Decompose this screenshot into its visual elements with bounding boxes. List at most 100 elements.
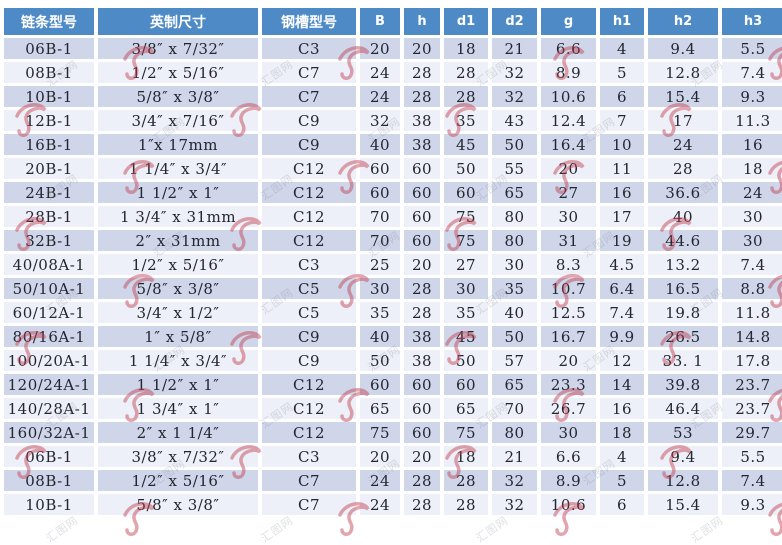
cell: 20 (360, 446, 400, 467)
column-header-5: h (404, 8, 440, 35)
cell: 19.8 (648, 302, 718, 323)
cell: 50/10A-1 (4, 278, 94, 299)
cell: 16.4 (541, 134, 596, 155)
cell: 12.8 (648, 470, 718, 491)
cell: 12.5 (541, 302, 596, 323)
cell: 20 (360, 38, 400, 59)
cell: 40 (360, 326, 400, 347)
table-row: 100/20A-1 1 1/4″ x 3/4″ C9 50 38 50 57 20 12 33. … (4, 350, 782, 371)
cell: 24 (360, 86, 400, 107)
cell: 80 (492, 422, 537, 443)
cell: 44.6 (648, 230, 718, 251)
cell: 46.4 (648, 398, 718, 419)
cell: 7.4 (722, 62, 782, 83)
table-row: 10B-1 5/8″ x 3/8″ C7 24 28 28 32 10.6 6 15.4 9.3 (4, 494, 782, 515)
cell: 1 3/4″ x 1″ (98, 398, 258, 419)
cell: 21 (492, 38, 537, 59)
cell: 5.5 (722, 446, 782, 467)
cell: 28 (404, 278, 440, 299)
cell: 40 (492, 302, 537, 323)
table-row: 06B-1 3/8″ x 7/32″ C3 20 20 18 21 6.6 4 9.4 5.5 (4, 38, 782, 59)
cell: 7.4 (600, 302, 644, 323)
column-header-1: 链条型号 (4, 8, 94, 35)
cell: 35 (360, 302, 400, 323)
cell: 17.8 (722, 350, 782, 371)
cell: 80/16A-1 (4, 326, 94, 347)
table-row: 120/24A-1 1 1/2″ x 1″ C12 60 60 60 65 23.3 14 39.… (4, 374, 782, 395)
cell: 6 (600, 494, 644, 515)
cell: 60 (404, 158, 440, 179)
cell: 28 (444, 86, 488, 107)
cell: 24 (360, 470, 400, 491)
cell: C12 (262, 158, 356, 179)
cell: 33. 1 (648, 350, 718, 371)
cell: 32 (492, 470, 537, 491)
cell: 4 (600, 446, 644, 467)
cell: 12.8 (648, 62, 718, 83)
cell: 1/2″ x 5/16″ (98, 254, 258, 275)
cell: 5/8″ x 3/8″ (98, 86, 258, 107)
cell: 32 (492, 86, 537, 107)
table-row: 80/16A-1 1″ x 5/8″ C9 40 38 45 50 16.7 9.9 26.5 14… (4, 326, 782, 347)
column-header-2: 英制尺寸 (98, 8, 258, 35)
cell: 32 (492, 494, 537, 515)
cell: 8.9 (541, 62, 596, 83)
cell: 60 (360, 374, 400, 395)
cell: 6.6 (541, 38, 596, 59)
cell: 12.4 (541, 110, 596, 131)
cell: 1 1/4″ x 3/4″ (98, 158, 258, 179)
cell: 20 (541, 158, 596, 179)
cell: 9.4 (648, 38, 718, 59)
cell: 4.5 (600, 254, 644, 275)
cell: 60 (404, 206, 440, 227)
cell: 28 (444, 494, 488, 515)
cell: 5/8″ x 3/8″ (98, 494, 258, 515)
cell: 7 (600, 110, 644, 131)
cell: 6.4 (600, 278, 644, 299)
cell: 6.6 (541, 446, 596, 467)
cell: 60 (360, 182, 400, 203)
cell: 8.3 (541, 254, 596, 275)
cell: 06B-1 (4, 38, 94, 59)
cell: 30 (360, 278, 400, 299)
cell: 38 (404, 326, 440, 347)
cell: 18 (600, 422, 644, 443)
cell: C12 (262, 422, 356, 443)
cell: 38 (404, 350, 440, 371)
table-row: 20B-1 1 1/4″ x 3/4″ C12 60 60 50 55 20 11 28 18 (4, 158, 782, 179)
cell: 16.5 (648, 278, 718, 299)
cell: 19 (600, 230, 644, 251)
cell: 26.5 (648, 326, 718, 347)
cell: 38 (404, 134, 440, 155)
cell: 23.3 (541, 374, 596, 395)
cell: 16 (600, 398, 644, 419)
cell: 4 (600, 38, 644, 59)
cell: C9 (262, 326, 356, 347)
cell: 65 (492, 374, 537, 395)
cell: 8.9 (541, 470, 596, 491)
cell: 27 (541, 182, 596, 203)
cell: 45 (444, 134, 488, 155)
cell: 23.7 (722, 398, 782, 419)
cell: 60 (360, 158, 400, 179)
cell: 57 (492, 350, 537, 371)
table-row: 06B-1 3/8″ x 7/32″ C3 20 20 18 21 6.6 4 9.4 5.5 (4, 446, 782, 467)
cell: 1 1/4″ x 3/4″ (98, 350, 258, 371)
cell: 28 (404, 494, 440, 515)
cell: 60 (444, 182, 488, 203)
cell: C7 (262, 86, 356, 107)
cell: C5 (262, 302, 356, 323)
cell: 70 (492, 398, 537, 419)
cell: 75 (444, 206, 488, 227)
cell: C12 (262, 398, 356, 419)
cell: 10.6 (541, 494, 596, 515)
cell: 55 (492, 158, 537, 179)
cell: C12 (262, 206, 356, 227)
cell: 27 (444, 254, 488, 275)
cell: 28 (444, 62, 488, 83)
cell: 24 (360, 494, 400, 515)
cell: 30 (492, 254, 537, 275)
